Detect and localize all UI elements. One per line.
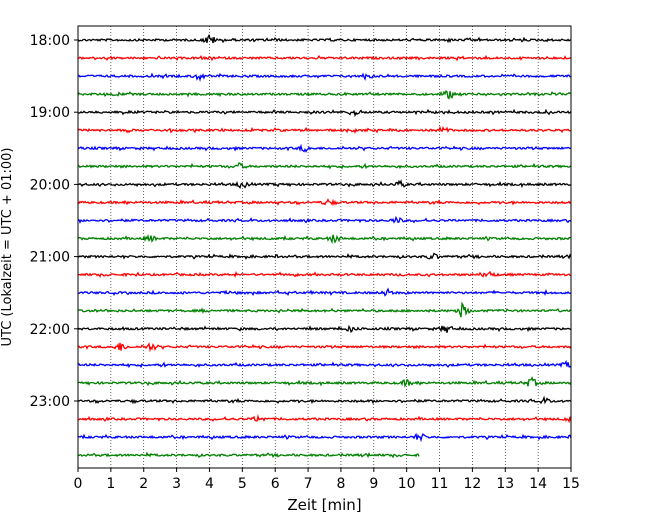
x-tick-label: 15 [562, 476, 580, 492]
trace-line [77, 324, 572, 334]
seismic-traces [77, 33, 572, 459]
x-tick-label: 12 [463, 476, 481, 492]
trace-line [77, 33, 572, 44]
plot-frame [77, 25, 572, 469]
x-tick-label: 5 [238, 476, 247, 492]
x-tick-label: 1 [106, 476, 115, 492]
x-tick-label: 4 [205, 476, 214, 492]
trace-line [77, 252, 572, 260]
y-tick-label: 22:00 [30, 322, 70, 338]
trace-line [77, 233, 572, 245]
y-tick-label: 19:00 [30, 105, 70, 121]
y-tick-label: 20:00 [30, 177, 70, 193]
trace-line [77, 89, 572, 100]
trace-line [77, 301, 572, 318]
x-tick-label: 11 [431, 476, 449, 492]
trace-line [77, 395, 572, 405]
y-tick-label: 18:00 [30, 33, 70, 49]
x-axis-label: Zeit [min] [287, 496, 361, 514]
trace-line [77, 72, 572, 82]
trace-line [77, 215, 572, 224]
x-tick-label: 8 [336, 476, 345, 492]
x-tick-label: 2 [139, 476, 148, 492]
y-axis: 18:00 19:00 20:00 21:00 22:00 23:00 [30, 33, 78, 410]
x-tick-label: 10 [398, 476, 416, 492]
x-tick-label: 13 [496, 476, 514, 492]
trace-line [77, 54, 572, 62]
x-tick-label: 3 [172, 476, 181, 492]
x-axis: 0 1 2 3 4 5 6 7 8 9 10 11 12 13 14 15 [74, 468, 580, 492]
trace-line [77, 270, 572, 278]
trace-line [77, 432, 572, 443]
trace-line [77, 125, 572, 134]
trace-line [77, 451, 420, 459]
x-tick-label: 6 [271, 476, 280, 492]
x-tick-label: 14 [529, 476, 547, 492]
trace-line [77, 342, 572, 353]
trace-line [77, 108, 572, 118]
trace-line [77, 376, 572, 388]
y-tick-label: 21:00 [30, 250, 70, 266]
trace-line [77, 162, 572, 170]
trace-line [77, 287, 572, 297]
y-tick-label: 23:00 [30, 394, 70, 410]
trace-line [77, 359, 572, 369]
trace-line [77, 198, 572, 207]
trace-line [77, 143, 572, 153]
trace-line [77, 414, 572, 424]
y-axis-label: UTC (Lokalzeit = UTC + 01:00) [0, 148, 15, 347]
trace-line [77, 179, 572, 190]
x-tick-label: 7 [304, 476, 313, 492]
x-tick-label: 9 [369, 476, 378, 492]
x-tick-label: 0 [74, 476, 83, 492]
grid [110, 26, 539, 468]
